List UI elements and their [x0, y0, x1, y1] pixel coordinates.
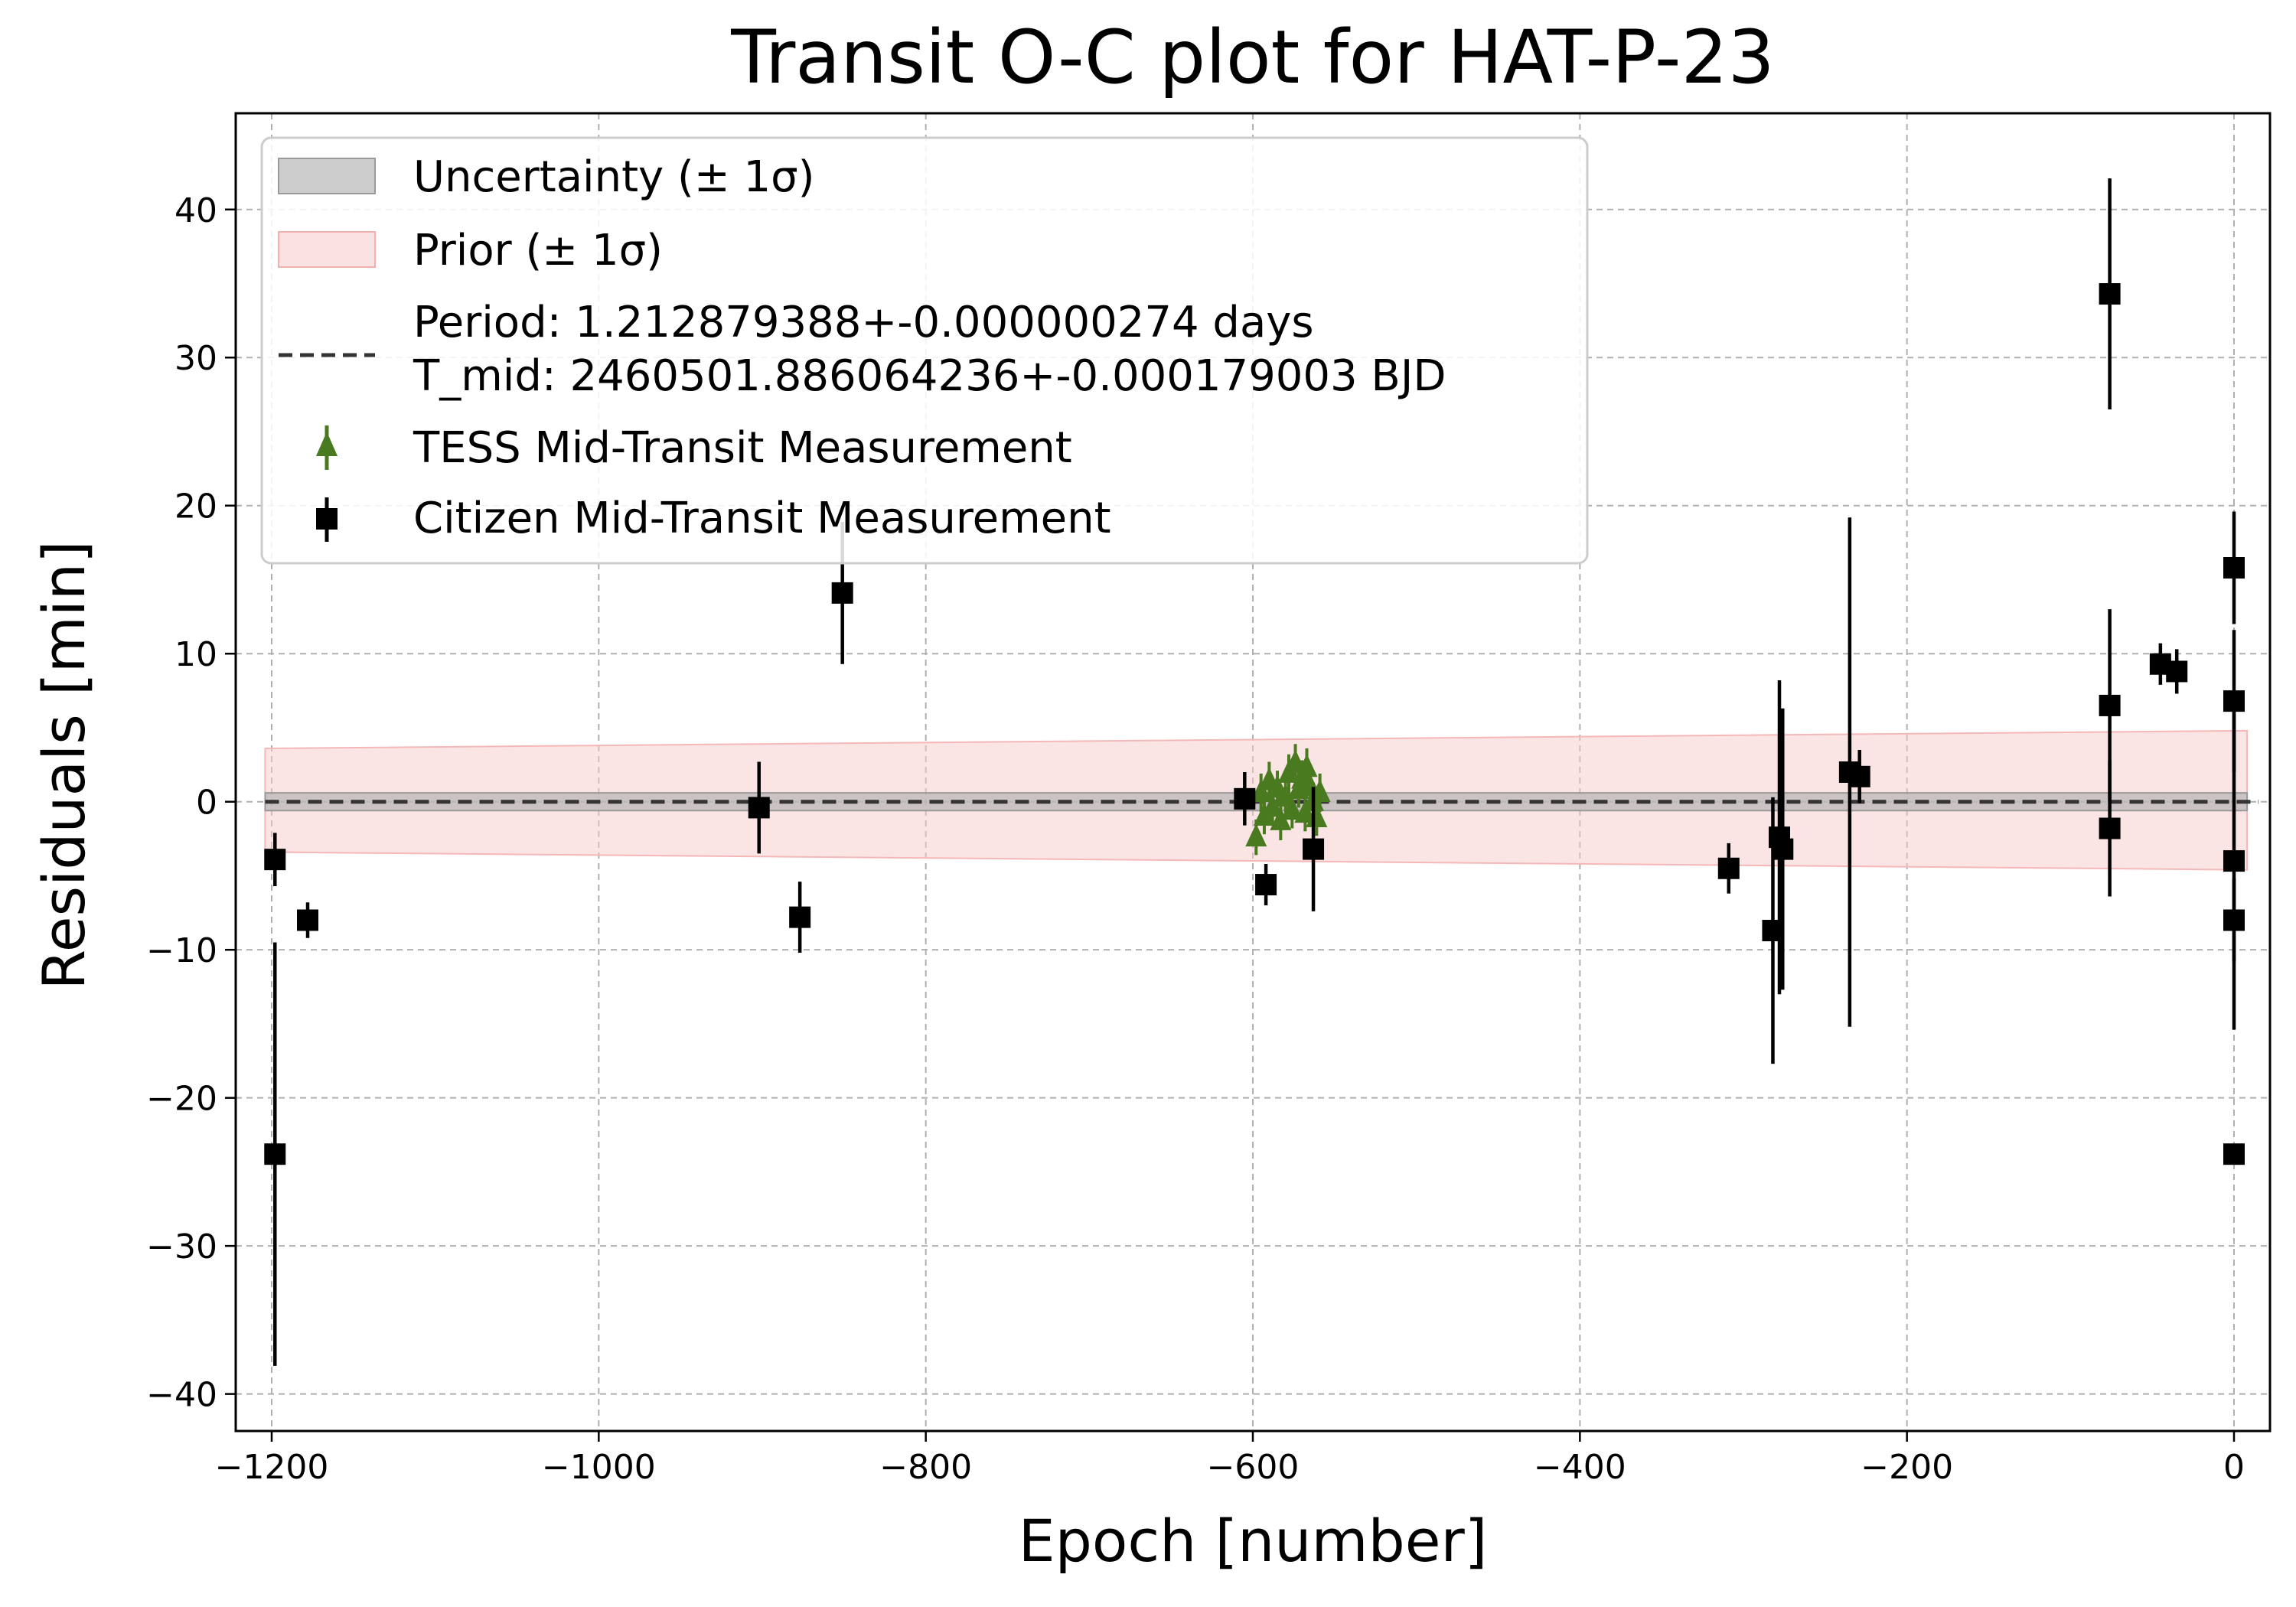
y-tick-label: 0	[196, 784, 217, 823]
citizen-marker	[1234, 787, 1256, 810]
citizen-marker	[2223, 909, 2245, 931]
y-tick-label: −10	[146, 931, 217, 970]
tess-marker	[1294, 800, 1316, 823]
tess-marker	[1306, 804, 1328, 827]
tess-marker	[1281, 797, 1303, 820]
tess-marker	[1261, 794, 1283, 817]
citizen-marker	[2099, 817, 2121, 839]
citizen-point	[2223, 878, 2245, 962]
citizen-point	[2099, 178, 2121, 409]
citizen-point	[1772, 708, 1794, 990]
citizen-marker	[1848, 765, 1870, 787]
citizen-marker	[2099, 283, 2121, 305]
citizen-marker	[748, 797, 770, 819]
citizen-point	[789, 882, 811, 953]
tess-marker	[1296, 754, 1318, 777]
citizen-point	[1848, 749, 1870, 804]
y-tick-label: 40	[174, 191, 217, 230]
tess-point	[1270, 801, 1292, 841]
citizen-marker	[2223, 1143, 2245, 1165]
legend-uncertainty-swatch	[278, 158, 376, 194]
citizen-point	[1717, 843, 1740, 894]
tess-point	[1306, 800, 1328, 836]
y-tick-label: 10	[174, 635, 217, 674]
citizen-point	[748, 761, 770, 854]
legend-prior-label: Prior (± 1σ)	[413, 226, 663, 275]
x-tick-label: −800	[879, 1448, 972, 1487]
y-axis-label: Residuals [min]	[30, 540, 98, 989]
citizen-point	[1255, 863, 1277, 906]
x-tick-label: 0	[2223, 1448, 2245, 1487]
citizen-point	[2099, 760, 2121, 897]
tess-point	[1294, 795, 1316, 832]
legend-tess-swatch	[316, 425, 338, 470]
citizen-point	[2166, 649, 2188, 694]
citizen-point	[2223, 511, 2245, 624]
y-tick-label: −20	[146, 1080, 217, 1119]
citizen-point	[2223, 692, 2245, 1030]
citizen-marker	[2223, 850, 2245, 872]
tess-marker	[1270, 807, 1292, 830]
citizen-marker	[297, 909, 319, 931]
citizen-marker	[1772, 838, 1794, 860]
citizen-marker	[1717, 857, 1740, 879]
tess-point	[1250, 773, 1272, 813]
x-tick-label: −400	[1534, 1448, 1626, 1487]
chart-title: Transit O-C plot for HAT-P-23	[730, 15, 1774, 100]
citizen-point	[2223, 1143, 2245, 1165]
legend-fit-label-line2: T_mid: 2460501.886064236+-0.000179003 BJ…	[413, 351, 1446, 401]
citizen-marker	[2223, 556, 2245, 579]
citizen-marker	[2099, 694, 2121, 716]
citizen-marker	[2166, 660, 2188, 683]
legend: Uncertainty (± 1σ) Prior (± 1σ) Period: …	[260, 136, 1589, 565]
y-tick-label: −40	[146, 1376, 217, 1415]
tess-marker	[1245, 823, 1267, 847]
citizen-marker	[1255, 874, 1277, 896]
citizen-point	[297, 902, 319, 938]
legend-uncertainty-label: Uncertainty (± 1σ)	[413, 152, 815, 202]
citizen-marker	[1303, 838, 1325, 860]
legend-box	[260, 136, 1589, 565]
citizen-marker	[831, 582, 853, 604]
citizen-point	[264, 942, 286, 1366]
citizen-marker	[789, 906, 811, 928]
x-axis-label: Epoch [number]	[1019, 1507, 1488, 1575]
x-tick-label: −1200	[215, 1448, 329, 1487]
tess-marker	[1250, 779, 1272, 803]
y-tick-label: 30	[174, 339, 217, 378]
y-tick-label: 20	[174, 487, 217, 526]
x-tick-label: −600	[1207, 1448, 1300, 1487]
x-tick-label: −1000	[542, 1448, 656, 1487]
citizen-point	[1234, 772, 1256, 826]
y-axis-ticks: −40 −30 −20 −10 0 10 20 30 40	[146, 191, 236, 1415]
x-tick-label: −200	[1861, 1448, 1953, 1487]
legend-prior-swatch	[278, 231, 376, 268]
legend-citizen-label: Citizen Mid-Transit Measurement	[413, 494, 1111, 543]
citizen-marker	[264, 849, 286, 871]
y-tick-label: −30	[146, 1227, 217, 1266]
legend-tess-label: TESS Mid-Transit Measurement	[413, 423, 1072, 473]
citizen-point	[1303, 787, 1325, 911]
legend-citizen-swatch	[316, 497, 338, 542]
x-axis-ticks: −1200 −1000 −800 −600 −400 −200 0	[215, 1431, 2245, 1487]
citizen-point	[264, 833, 286, 886]
legend-fit-label-line1: Period: 1.212879388+-0.000000274 days	[413, 298, 1314, 347]
citizen-marker	[264, 1143, 286, 1165]
